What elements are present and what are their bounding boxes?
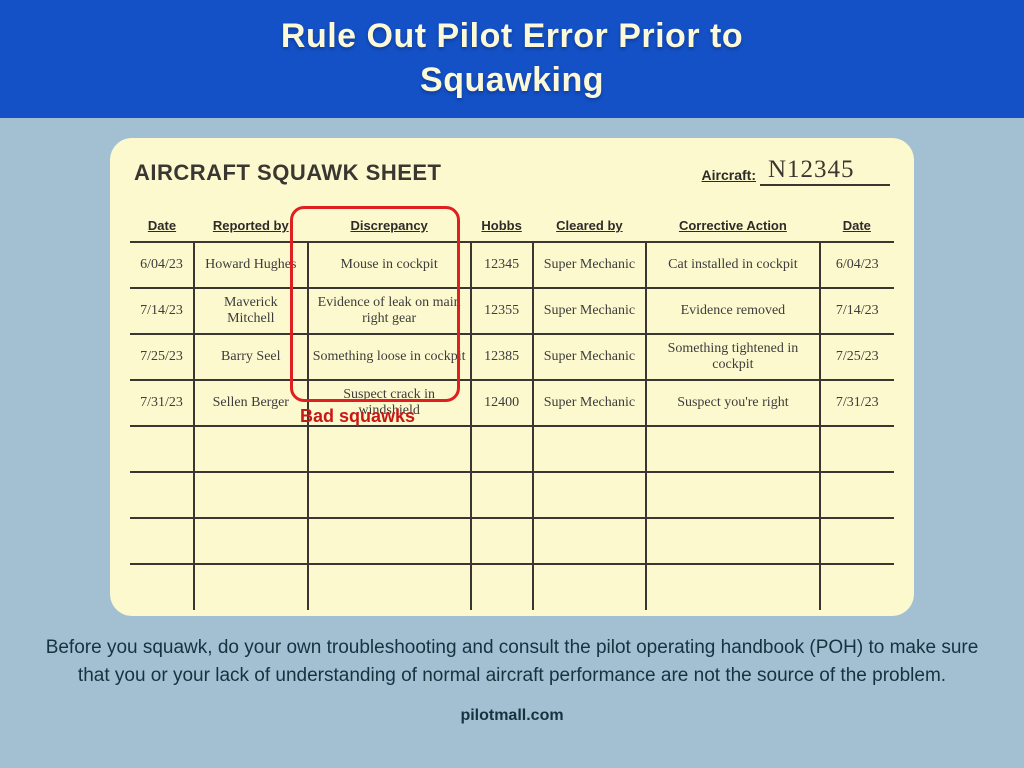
cell-empty bbox=[646, 426, 819, 472]
col-cleared-by: Cleared by bbox=[533, 212, 647, 242]
sheet-title: AIRCRAFT SQUAWK SHEET bbox=[134, 160, 442, 186]
cell-discrepancy: Something loose in cockpit bbox=[308, 334, 471, 380]
cell-date: 7/14/23 bbox=[130, 288, 194, 334]
cell-hobbs: 12345 bbox=[471, 242, 533, 288]
cell-reported_by: Sellen Berger bbox=[194, 380, 308, 426]
cell-empty bbox=[646, 472, 819, 518]
cell-cleared_by: Super Mechanic bbox=[533, 380, 647, 426]
page-header: Rule Out Pilot Error Prior to Squawking bbox=[0, 0, 1024, 118]
cell-empty bbox=[130, 472, 194, 518]
cell-corrective_action: Evidence removed bbox=[646, 288, 819, 334]
cell-date2: 6/04/23 bbox=[820, 242, 894, 288]
table-row: 7/25/23Barry SeelSomething loose in cock… bbox=[130, 334, 894, 380]
cell-date: 6/04/23 bbox=[130, 242, 194, 288]
cell-empty bbox=[471, 472, 533, 518]
table-row: 7/14/23Maverick MitchellEvidence of leak… bbox=[130, 288, 894, 334]
cell-date2: 7/31/23 bbox=[820, 380, 894, 426]
title-line-1: Rule Out Pilot Error Prior to bbox=[281, 17, 743, 55]
cell-empty bbox=[471, 564, 533, 610]
cell-empty bbox=[471, 518, 533, 564]
cell-date: 7/25/23 bbox=[130, 334, 194, 380]
sheet-container: AIRCRAFT SQUAWK SHEET Aircraft: N12345 D… bbox=[0, 118, 1024, 616]
table-row-empty bbox=[130, 518, 894, 564]
table-row: 7/31/23Sellen BergerSuspect crack in win… bbox=[130, 380, 894, 426]
cell-corrective_action: Suspect you're right bbox=[646, 380, 819, 426]
cell-empty bbox=[646, 564, 819, 610]
cell-empty bbox=[820, 426, 894, 472]
col-corrective-action: Corrective Action bbox=[646, 212, 819, 242]
cell-empty bbox=[308, 472, 471, 518]
cell-cleared_by: Super Mechanic bbox=[533, 334, 647, 380]
cell-corrective_action: Cat installed in cockpit bbox=[646, 242, 819, 288]
bad-squawks-callout-label: Bad squawks bbox=[300, 406, 415, 427]
table-header-row: Date Reported by Discrepancy Hobbs Clear… bbox=[130, 212, 894, 242]
title-line-2: Squawking bbox=[420, 61, 604, 99]
cell-cleared_by: Super Mechanic bbox=[533, 242, 647, 288]
cell-date2: 7/25/23 bbox=[820, 334, 894, 380]
cell-empty bbox=[194, 472, 308, 518]
cell-empty bbox=[130, 564, 194, 610]
col-date: Date bbox=[130, 212, 194, 242]
aircraft-field: Aircraft: N12345 bbox=[702, 156, 890, 186]
table-row-empty bbox=[130, 564, 894, 610]
cell-discrepancy: Mouse in cockpit bbox=[308, 242, 471, 288]
table-row: 6/04/23Howard HughesMouse in cockpit1234… bbox=[130, 242, 894, 288]
cell-hobbs: 12385 bbox=[471, 334, 533, 380]
aircraft-value: N12345 bbox=[760, 156, 890, 186]
cell-empty bbox=[308, 426, 471, 472]
cell-empty bbox=[533, 426, 647, 472]
table-row-empty bbox=[130, 472, 894, 518]
cell-reported_by: Howard Hughes bbox=[194, 242, 308, 288]
cell-empty bbox=[533, 472, 647, 518]
cell-empty bbox=[194, 564, 308, 610]
cell-empty bbox=[533, 518, 647, 564]
cell-empty bbox=[308, 518, 471, 564]
col-hobbs: Hobbs bbox=[471, 212, 533, 242]
cell-empty bbox=[308, 564, 471, 610]
page-title: Rule Out Pilot Error Prior to Squawking bbox=[0, 14, 1024, 102]
squawk-sheet: AIRCRAFT SQUAWK SHEET Aircraft: N12345 D… bbox=[110, 138, 914, 616]
cell-empty bbox=[130, 426, 194, 472]
site-credit: pilotmall.com bbox=[0, 707, 1024, 725]
aircraft-label: Aircraft: bbox=[702, 167, 756, 186]
table-row-empty bbox=[130, 426, 894, 472]
cell-empty bbox=[820, 472, 894, 518]
cell-empty bbox=[646, 518, 819, 564]
cell-empty bbox=[820, 518, 894, 564]
cell-date2: 7/14/23 bbox=[820, 288, 894, 334]
cell-empty bbox=[533, 564, 647, 610]
squawk-table: Date Reported by Discrepancy Hobbs Clear… bbox=[130, 212, 894, 610]
cell-empty bbox=[820, 564, 894, 610]
cell-empty bbox=[194, 518, 308, 564]
cell-hobbs: 12355 bbox=[471, 288, 533, 334]
col-date2: Date bbox=[820, 212, 894, 242]
col-discrepancy: Discrepancy bbox=[308, 212, 471, 242]
cell-hobbs: 12400 bbox=[471, 380, 533, 426]
cell-empty bbox=[471, 426, 533, 472]
cell-discrepancy: Evidence of leak on main right gear bbox=[308, 288, 471, 334]
cell-cleared_by: Super Mechanic bbox=[533, 288, 647, 334]
sheet-header: AIRCRAFT SQUAWK SHEET Aircraft: N12345 bbox=[130, 156, 894, 192]
cell-reported_by: Barry Seel bbox=[194, 334, 308, 380]
footer-paragraph: Before you squawk, do your own troublesh… bbox=[0, 616, 1024, 695]
cell-corrective_action: Something tightened in cockpit bbox=[646, 334, 819, 380]
cell-reported_by: Maverick Mitchell bbox=[194, 288, 308, 334]
cell-empty bbox=[130, 518, 194, 564]
cell-date: 7/31/23 bbox=[130, 380, 194, 426]
cell-empty bbox=[194, 426, 308, 472]
col-reported-by: Reported by bbox=[194, 212, 308, 242]
